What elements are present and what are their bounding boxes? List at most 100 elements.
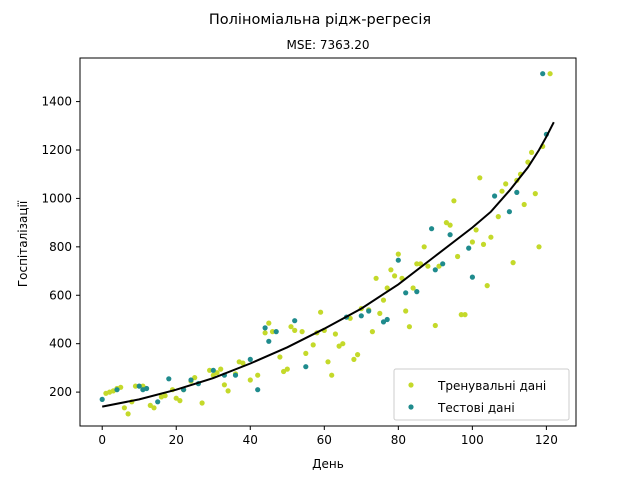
x-tick-label: 100 [461, 433, 484, 447]
test-data-point [403, 290, 409, 296]
y-tick-label: 1200 [41, 143, 72, 157]
test-data-point [255, 387, 261, 393]
train-data-point [121, 405, 127, 411]
y-tick-label: 1000 [41, 191, 72, 205]
test-data-point [492, 193, 498, 199]
train-data-point [240, 360, 246, 366]
test-data-point [166, 376, 172, 382]
train-data-point [414, 261, 420, 267]
legend-marker-train [408, 382, 414, 388]
regression-curve [102, 121, 555, 408]
train-data-point [221, 382, 227, 388]
legend-marker-test [408, 404, 414, 410]
train-data-point [288, 324, 294, 330]
test-data-point [358, 313, 364, 319]
train-data-point [521, 201, 527, 208]
test-data-point [506, 209, 512, 215]
train-data-point [162, 393, 168, 399]
train-data-point [488, 234, 494, 240]
train-data-point [151, 405, 157, 411]
train-data-point [269, 329, 276, 335]
train-data-point [147, 402, 153, 408]
y-tick-label: 200 [49, 385, 72, 399]
train-data-point [355, 352, 361, 358]
train-data-point [455, 253, 461, 260]
x-tick-label: 40 [243, 433, 258, 447]
train-data-point [532, 191, 538, 197]
test-data-point [440, 261, 446, 267]
train-data-point [477, 175, 483, 181]
train-data-point [369, 329, 375, 335]
test-data-point [380, 319, 387, 325]
train-data-point [421, 244, 427, 250]
train-data-point [547, 71, 553, 77]
train-data-point [499, 188, 505, 194]
y-tick-label: 800 [49, 240, 72, 254]
test-data-point [266, 338, 272, 344]
test-data-point [414, 289, 420, 295]
train-data-point [458, 312, 464, 318]
chart-legend: Тренувальні дані Тестові дані [393, 368, 570, 421]
train-data-point [392, 273, 398, 279]
train-data-point [284, 366, 290, 372]
x-axis-label: День [312, 457, 344, 471]
train-data-point [266, 320, 272, 326]
test-data-point [469, 274, 475, 280]
train-data-point [277, 354, 283, 360]
test-data-point [247, 356, 253, 362]
train-data-point [177, 398, 183, 404]
train-data-point [384, 285, 390, 291]
test-data-point [432, 267, 438, 273]
y-tick-label: 600 [49, 288, 72, 302]
train-data-point [406, 324, 412, 330]
train-data-point [255, 372, 261, 378]
train-data-point [132, 383, 139, 389]
train-data-point [340, 341, 346, 347]
x-tick-label: 80 [391, 433, 406, 447]
train-data-point [318, 309, 324, 315]
train-data-point [310, 342, 316, 348]
test-data-point [447, 232, 453, 238]
train-data-point [210, 372, 216, 378]
train-data-point [403, 308, 409, 314]
test-data-point [232, 372, 239, 378]
train-data-point [218, 366, 224, 372]
train-data-point [417, 261, 424, 267]
train-data-point [225, 388, 231, 394]
train-data-point [480, 241, 487, 247]
test-data-point [466, 245, 472, 251]
test-data-point [188, 377, 194, 383]
y-tick-label: 400 [49, 337, 72, 351]
train-data-point [118, 384, 124, 390]
legend-box [393, 368, 570, 421]
train-data-point [292, 327, 298, 333]
y-tick-label: 1400 [41, 95, 72, 109]
train-data-point [214, 370, 220, 376]
chart-title: Поліноміальна рідж-регресія [209, 12, 431, 28]
train-data-point [451, 198, 457, 204]
train-data-point [443, 220, 449, 226]
train-data-point [247, 377, 253, 383]
test-data-point [303, 364, 309, 370]
axis-ticks: 0 20 40 60 80 100 120 200 400 600 800 1000 1200 1400 [41, 95, 557, 447]
train-data-point [325, 359, 331, 365]
test-data-point [136, 383, 142, 389]
test-data-point [144, 385, 150, 392]
train-data-point [351, 356, 357, 362]
train-data-point [329, 372, 335, 378]
test-data-point [273, 329, 279, 335]
test-data-point [429, 226, 435, 232]
train-data-point [173, 395, 179, 401]
test-data-point [292, 318, 298, 324]
train-data-point [425, 263, 431, 269]
test-data-point [514, 189, 520, 195]
test-data-point [366, 308, 372, 314]
train-data-point [380, 297, 387, 303]
train-data-point [377, 310, 383, 316]
train-data-point [125, 411, 131, 417]
train-data-point [336, 343, 342, 349]
train-data-point [192, 375, 198, 381]
legend-label-test: Тестові дані [437, 401, 515, 415]
train-data-point [525, 159, 531, 165]
